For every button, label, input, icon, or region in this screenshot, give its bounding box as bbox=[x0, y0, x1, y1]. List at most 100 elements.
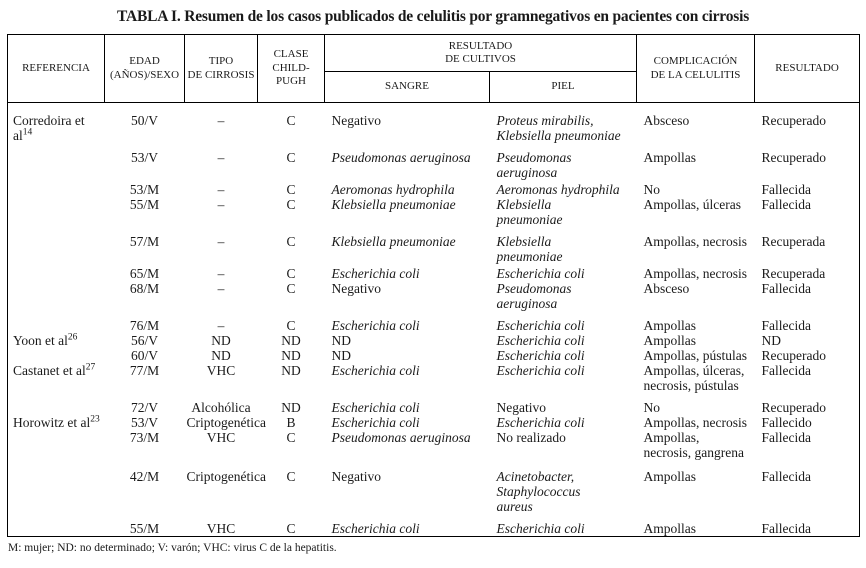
cell-child-pugh: ND bbox=[281, 400, 301, 415]
cell-resultado: Recuperado bbox=[761, 113, 826, 128]
cell-cultivo-piel: Escherichia coli bbox=[496, 333, 585, 348]
cell-referencia bbox=[8, 400, 105, 415]
cell-cultivo-sangre: Klebsiella pneumoniae bbox=[331, 197, 456, 212]
cell-child-pugh: C bbox=[286, 182, 296, 197]
cell-child-pugh: ND bbox=[281, 348, 301, 363]
cell-referencia bbox=[8, 234, 105, 266]
cell-cultivo-piel: Acinetobacter, Staphylococcus aureus bbox=[496, 469, 581, 514]
cell-complicacion: Ampollas, necrosis bbox=[643, 415, 748, 430]
cell-tipo-cirrosis: – bbox=[217, 234, 225, 249]
cell-referencia: Horowitz et al23 bbox=[13, 414, 100, 430]
cell-edad-sexo: 53/V bbox=[131, 415, 158, 430]
cell-child-pugh: C bbox=[286, 197, 296, 212]
cell-edad-sexo: 72/V bbox=[131, 400, 158, 415]
cell-cultivo-sangre: Escherichia coli bbox=[331, 400, 420, 415]
cell-edad-sexo: 76/M bbox=[129, 318, 160, 333]
cell-complicacion: Ampollas bbox=[643, 318, 697, 333]
cell-tipo-cirrosis: ND bbox=[211, 348, 231, 363]
cell-tipo-cirrosis: – bbox=[217, 281, 225, 296]
cell-referencia bbox=[8, 266, 105, 281]
reference-superscript: 14 bbox=[22, 127, 33, 138]
cell-complicacion: No bbox=[643, 400, 661, 415]
table-header: REFERENCIA EDAD (AÑOS)/SEXO TIPO DE CIRR… bbox=[7, 34, 861, 103]
cell-tipo-cirrosis: VHC bbox=[206, 521, 236, 536]
cell-resultado: Recuperado bbox=[761, 150, 826, 165]
table-footnote: M: mujer; ND: no determinado; V: varón; … bbox=[8, 542, 337, 554]
cell-cultivo-sangre: Escherichia coli bbox=[331, 521, 420, 536]
table-row: 42/M Criptogenética C Negativo Acinetoba… bbox=[8, 469, 860, 521]
table-row: 53/M – C Aeromonas hydrophila Aeromonas … bbox=[8, 182, 860, 197]
cell-referencia bbox=[8, 281, 105, 318]
table-title: TABLA I. Resumen de los casos publicados… bbox=[116, 8, 750, 25]
cell-cultivo-piel: Klebsiella pneumoniae bbox=[496, 197, 563, 227]
cell-child-pugh: ND bbox=[281, 363, 301, 378]
cell-child-pugh: C bbox=[286, 281, 296, 296]
cell-cultivo-sangre: ND bbox=[331, 348, 352, 363]
col-header-complicacion: COMPLICACIÓN DE LA CELULITIS bbox=[636, 34, 756, 103]
cell-complicacion: Ampollas, úlceras, necrosis, pústulas bbox=[643, 363, 745, 393]
cell-tipo-cirrosis: – bbox=[217, 182, 225, 197]
cell-edad-sexo: 53/M bbox=[129, 182, 160, 197]
cell-referencia bbox=[8, 182, 105, 197]
cell-complicacion: Ampollas bbox=[643, 469, 697, 484]
cell-complicacion: Ampollas, necrosis bbox=[643, 234, 748, 249]
cell-cultivo-sangre: Pseudomonas aeruginosa bbox=[331, 430, 471, 445]
cell-resultado: Fallecida bbox=[761, 469, 811, 484]
cell-referencia: Castanet et al27 bbox=[13, 362, 96, 378]
cell-referencia bbox=[8, 430, 105, 469]
cell-complicacion: Ampollas bbox=[643, 333, 697, 348]
table-row: 55/M – C Klebsiella pneumoniae Klebsiell… bbox=[8, 197, 860, 234]
cell-referencia bbox=[8, 469, 105, 521]
cell-referencia bbox=[8, 521, 105, 537]
col-header-resultado-cultivos: RESULTADO DE CULTIVOS bbox=[323, 34, 638, 72]
table-body: Corredoira et al14 50/V – C Negativo Pro… bbox=[8, 103, 860, 537]
cell-tipo-cirrosis: Alcohólica bbox=[191, 400, 251, 415]
reference-superscript: 27 bbox=[85, 362, 96, 373]
reference-superscript: 26 bbox=[67, 332, 78, 343]
cell-referencia: Yoon et al26 bbox=[13, 332, 78, 348]
cell-cultivo-piel: Pseudomonas aeruginosa bbox=[496, 150, 572, 180]
table-row: 73/M VHC C Pseudomonas aeruginosa No rea… bbox=[8, 430, 860, 469]
cell-tipo-cirrosis: – bbox=[217, 150, 225, 165]
cell-resultado: Fallecida bbox=[761, 197, 811, 212]
cell-child-pugh: C bbox=[286, 266, 296, 281]
cell-edad-sexo: 65/M bbox=[129, 266, 160, 281]
cell-resultado: Fallecida bbox=[761, 363, 811, 378]
cell-cultivo-sangre: Escherichia coli bbox=[331, 266, 420, 281]
col-header-edad-sexo: EDAD (AÑOS)/SEXO bbox=[104, 34, 185, 103]
cell-cultivo-piel: No realizado bbox=[496, 430, 566, 445]
cell-cultivo-piel: Proteus mirabilis, Klebsiella pneumoniae bbox=[496, 113, 621, 143]
cell-tipo-cirrosis: Criptogenética bbox=[186, 469, 266, 484]
cell-edad-sexo: 60/V bbox=[131, 348, 158, 363]
cell-referencia bbox=[8, 318, 105, 333]
table-row: 53/V – C Pseudomonas aeruginosa Pseudomo… bbox=[8, 150, 860, 182]
reference-superscript: 23 bbox=[90, 414, 100, 425]
cell-edad-sexo: 68/M bbox=[129, 281, 160, 296]
cell-resultado: Fallecida bbox=[761, 521, 811, 536]
cell-cultivo-piel: Escherichia coli bbox=[496, 318, 585, 333]
cell-edad-sexo: 55/M bbox=[129, 521, 160, 536]
cell-cultivo-piel: Escherichia coli bbox=[496, 363, 585, 378]
cell-cultivo-sangre: Klebsiella pneumoniae bbox=[331, 234, 456, 249]
cell-cultivo-sangre: Negativo bbox=[331, 281, 382, 296]
table-row: 57/M – C Klebsiella pneumoniae Klebsiell… bbox=[8, 234, 860, 266]
cell-child-pugh: C bbox=[286, 234, 296, 249]
cell-complicacion: Ampollas, pústulas bbox=[643, 348, 748, 363]
cell-cultivo-sangre: Negativo bbox=[331, 113, 382, 128]
cell-tipo-cirrosis: VHC bbox=[206, 430, 236, 445]
cell-tipo-cirrosis: Criptogenética bbox=[186, 415, 266, 430]
cell-referencia: Corredoira et al14 bbox=[13, 113, 85, 143]
cell-complicacion: Ampollas, úlceras bbox=[643, 197, 741, 212]
cell-child-pugh: C bbox=[286, 113, 296, 128]
cell-child-pugh: ND bbox=[281, 333, 301, 348]
cell-child-pugh: B bbox=[286, 415, 296, 430]
col-header-sangre: SANGRE bbox=[324, 71, 490, 103]
cell-edad-sexo: 73/M bbox=[129, 430, 160, 445]
cell-tipo-cirrosis: – bbox=[217, 113, 225, 128]
cell-resultado: Fallecida bbox=[761, 430, 811, 445]
cell-tipo-cirrosis: – bbox=[217, 197, 225, 212]
cell-edad-sexo: 57/M bbox=[129, 234, 160, 249]
cell-child-pugh: C bbox=[286, 469, 296, 484]
table-row: 76/M – C Escherichia coli Escherichia co… bbox=[8, 318, 860, 333]
